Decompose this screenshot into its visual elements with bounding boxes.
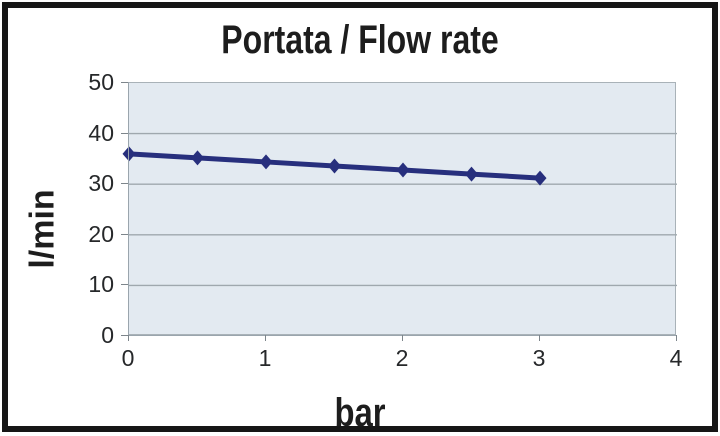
y-tick-label-40: 40 [88, 119, 114, 146]
x-axis-line [121, 335, 676, 336]
y-tick-label-50: 50 [88, 69, 114, 95]
x-tick-mark-3 [539, 335, 540, 341]
plot-area [122, 82, 677, 335]
y-tick-label-20: 20 [88, 220, 114, 247]
y-tick-label-10: 10 [88, 271, 114, 298]
x-tick-label-3: 3 [532, 345, 546, 371]
x-tick-mark-4 [676, 335, 677, 341]
x-tick-label-4: 4 [669, 345, 683, 371]
data-point-marker [191, 150, 204, 166]
y-tick-mark-10 [121, 284, 128, 286]
y-tick-mark-40 [121, 132, 128, 134]
x-tick-mark-2 [402, 335, 403, 341]
y-tick-mark-50 [121, 82, 128, 83]
x-tick-label-1: 1 [258, 345, 272, 371]
y-tick-mark-30 [121, 183, 128, 185]
y-axis-line [128, 82, 129, 341]
y-tick-label-30: 30 [88, 170, 114, 197]
data-point-marker [533, 170, 547, 186]
data-point-marker [259, 154, 273, 170]
data-point-marker [396, 162, 410, 178]
data-point-marker [122, 146, 136, 162]
y-tick-mark-20 [121, 233, 128, 235]
chart-canvas [122, 132, 677, 287]
x-tick-label-2: 2 [395, 345, 409, 371]
chart-title: Portata / Flow rate [221, 18, 499, 62]
x-tick-label-0: 0 [121, 345, 135, 371]
x-tick-mark-1 [265, 335, 266, 341]
x-tick-mark-0 [128, 335, 129, 341]
y-tick-label-0: 0 [101, 322, 114, 348]
data-point-marker [465, 166, 478, 182]
x-axis-label: bar [334, 391, 386, 435]
y-tick-mark-0 [121, 335, 128, 336]
data-point-marker [328, 158, 341, 174]
